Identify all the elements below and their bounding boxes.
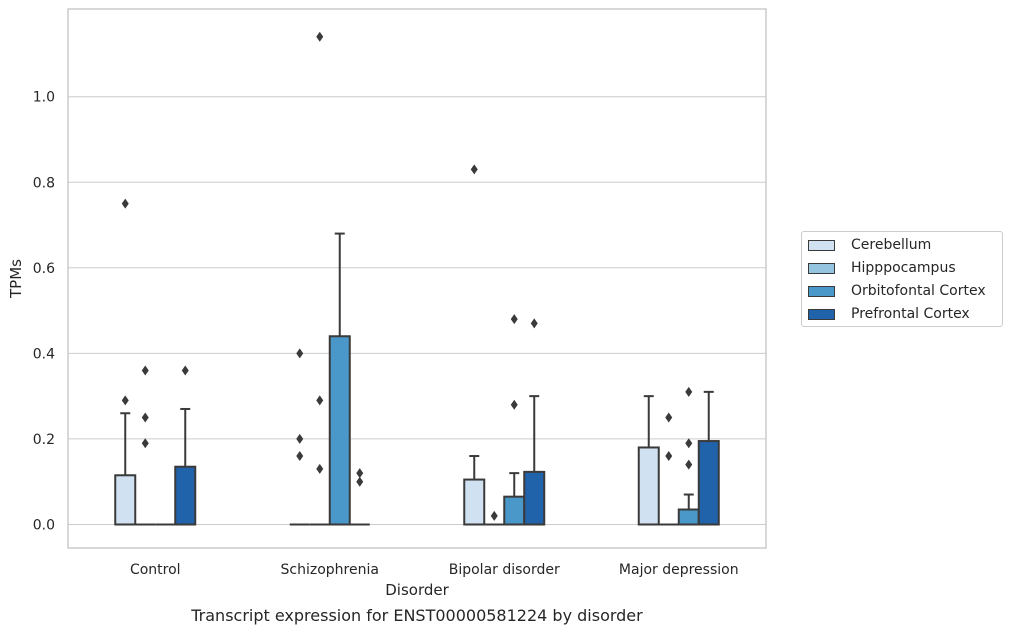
y-axis-label: TPMs — [7, 259, 25, 299]
outlier-point — [316, 31, 324, 42]
legend-label-orbitofrontal-cortex: Orbitofontal Cortex — [851, 283, 986, 299]
outlier-point — [316, 395, 324, 406]
box-cerebellum — [637, 446, 660, 526]
plot-area — [68, 9, 766, 548]
legend-swatch-orbitofrontal-cortex — [808, 285, 835, 297]
outlier-point — [181, 365, 189, 376]
legend-swatch-hippocampus — [808, 262, 835, 274]
legend-label-cerebellum: Cerebellum — [851, 237, 932, 253]
outlier-point — [316, 463, 324, 474]
outlier-point — [121, 395, 129, 406]
x-tick-label: Bipolar disorder — [449, 562, 560, 578]
outlier-point — [356, 468, 364, 479]
x-tick-label: Major depression — [619, 562, 739, 578]
y-tick-label: 0.6 — [33, 261, 55, 277]
box-prefrontal-cortex — [174, 465, 197, 526]
outlier-point — [665, 412, 673, 423]
legend-item-prefrontal-cortex: Prefrontal Cortex — [808, 305, 970, 323]
y-tick-label: 0.2 — [33, 432, 55, 448]
outlier-point — [356, 476, 364, 487]
outlier-point — [685, 459, 693, 470]
y-tick-label: 1.0 — [33, 90, 55, 106]
legend-item-cerebellum: Cerebellum — [808, 236, 931, 254]
box-prefrontal-cortex — [697, 440, 720, 526]
outlier-point — [296, 348, 304, 359]
legend-swatch-cerebellum — [808, 239, 835, 251]
legend: Cerebellum Hipppocampus Orbitofontal Cor… — [801, 231, 1003, 327]
outlier-point — [530, 318, 538, 329]
legend-label-hippocampus: Hipppocampus — [851, 260, 956, 276]
outlier-point — [685, 386, 693, 397]
outlier-point — [141, 412, 149, 423]
box-prefrontal-cortex — [523, 470, 546, 526]
box-orbitofontal-cortex — [503, 495, 526, 526]
x-axis-label: Disorder — [385, 581, 449, 599]
legend-item-orbitofrontal-cortex: Orbitofontal Cortex — [808, 282, 986, 300]
legend-label-prefrontal-cortex: Prefrontal Cortex — [851, 306, 970, 322]
outlier-point — [490, 510, 498, 521]
outlier-point — [470, 164, 478, 175]
outlier-point — [141, 365, 149, 376]
outlier-point — [510, 399, 518, 410]
outlier-point — [296, 433, 304, 444]
y-tick-label: 0.0 — [33, 517, 55, 533]
chart-caption: Transcript expression for ENST0000058122… — [191, 606, 643, 625]
outlier-point — [510, 314, 518, 325]
y-tick-label: 0.4 — [33, 346, 55, 362]
legend-item-hippocampus: Hipppocampus — [808, 259, 956, 277]
outlier-point — [141, 438, 149, 449]
plot-frame — [67, 8, 767, 549]
x-tick-label: Schizophrenia — [281, 562, 379, 578]
outlier-point — [685, 438, 693, 449]
box-cerebellum — [463, 478, 486, 526]
legend-swatch-prefrontal-cortex — [808, 308, 835, 320]
outlier-point — [296, 451, 304, 462]
y-tick-label: 0.8 — [33, 175, 55, 191]
box-orbitofontal-cortex — [328, 335, 351, 526]
box-orbitofontal-cortex — [677, 508, 700, 526]
outlier-point — [665, 451, 673, 462]
box-cerebellum — [114, 474, 137, 526]
x-tick-label: Control — [130, 562, 181, 578]
outlier-point — [121, 198, 129, 209]
